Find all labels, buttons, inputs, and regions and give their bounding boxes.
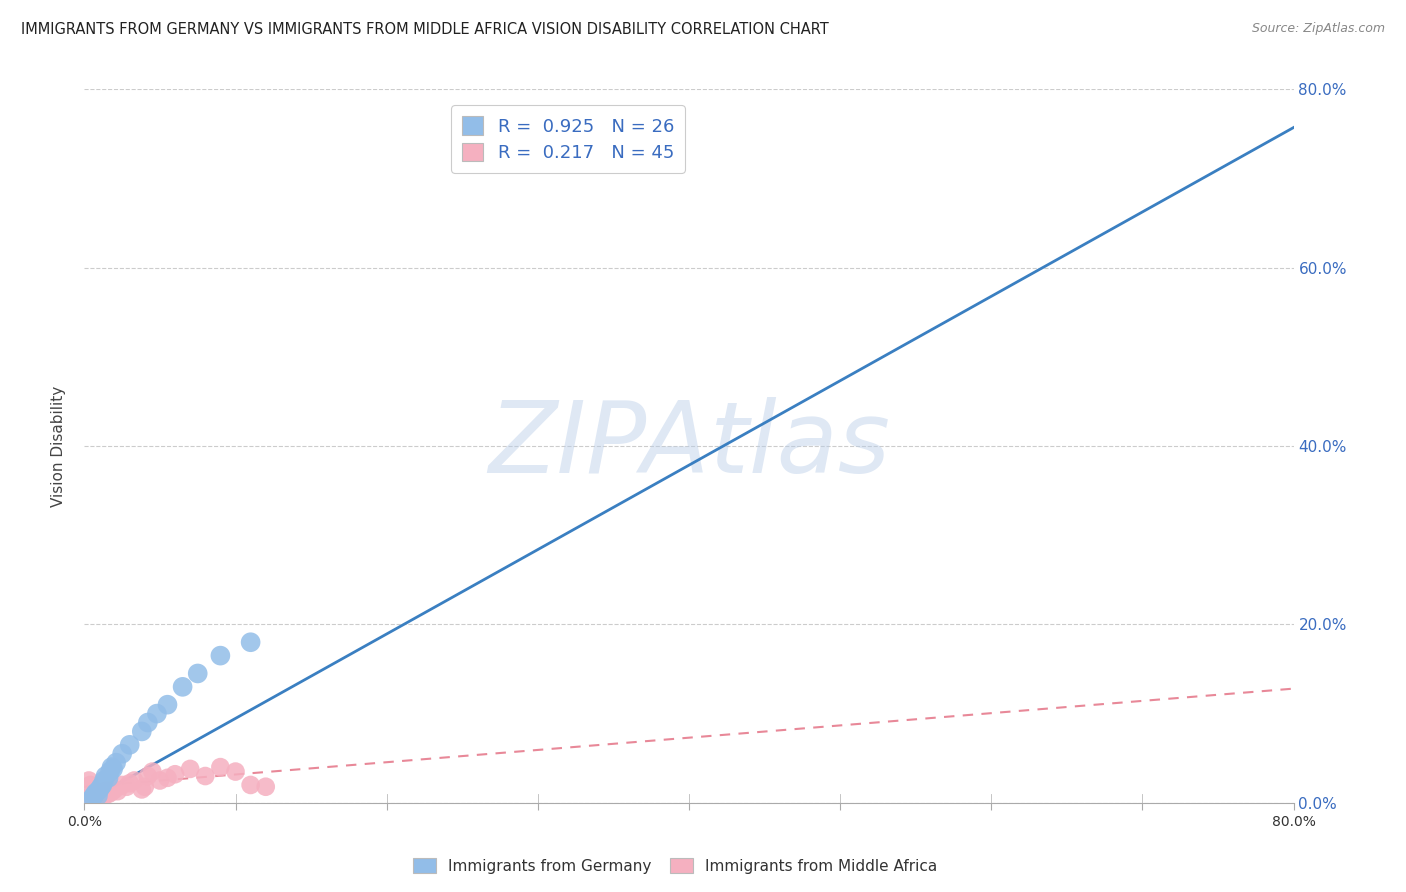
Point <box>84 787 107 801</box>
Point <box>77 790 100 805</box>
Point <box>225 764 247 779</box>
Point <box>91 786 114 800</box>
Point <box>97 771 120 785</box>
Point <box>90 787 112 801</box>
Point <box>165 767 187 781</box>
Point <box>77 773 100 788</box>
Point <box>87 789 110 803</box>
Point <box>105 756 128 770</box>
Point <box>89 782 111 797</box>
Point <box>98 764 121 779</box>
Point <box>239 635 262 649</box>
Point <box>136 769 159 783</box>
Point <box>86 790 108 805</box>
Text: ZIPAtlas: ZIPAtlas <box>488 398 890 494</box>
Point <box>94 788 117 802</box>
Point <box>80 791 103 805</box>
Point <box>187 666 209 681</box>
Point <box>90 780 112 794</box>
Point <box>76 792 98 806</box>
Point <box>84 791 107 805</box>
Point <box>94 769 117 783</box>
Point <box>93 773 115 788</box>
Point <box>89 789 111 804</box>
Point <box>122 773 145 788</box>
Point <box>209 760 232 774</box>
Point <box>239 778 262 792</box>
Point <box>179 762 201 776</box>
Point <box>87 789 110 803</box>
Point <box>194 769 217 783</box>
Point <box>79 778 101 792</box>
Text: Source: ZipAtlas.com: Source: ZipAtlas.com <box>1251 22 1385 36</box>
Point <box>91 778 114 792</box>
Point <box>89 785 111 799</box>
Point <box>136 715 159 730</box>
Point <box>97 787 120 801</box>
Legend: R =  0.925   N = 26, R =  0.217   N = 45: R = 0.925 N = 26, R = 0.217 N = 45 <box>451 105 685 173</box>
Point <box>141 764 163 779</box>
Point <box>156 698 179 712</box>
Point <box>82 789 104 804</box>
Point <box>75 793 97 807</box>
Point <box>86 785 108 799</box>
Point <box>93 784 115 798</box>
Legend: Immigrants from Germany, Immigrants from Middle Africa: Immigrants from Germany, Immigrants from… <box>406 852 943 880</box>
Point <box>100 785 122 799</box>
Point <box>79 789 101 804</box>
Point <box>156 771 179 785</box>
Text: IMMIGRANTS FROM GERMANY VS IMMIGRANTS FROM MIDDLE AFRICA VISION DISABILITY CORRE: IMMIGRANTS FROM GERMANY VS IMMIGRANTS FR… <box>21 22 830 37</box>
Point <box>100 760 122 774</box>
Point <box>96 783 118 797</box>
Point <box>602 153 624 168</box>
Point <box>104 782 127 797</box>
Point <box>107 784 129 798</box>
Point <box>172 680 194 694</box>
Point <box>111 747 134 761</box>
Point <box>84 789 107 804</box>
Point <box>101 762 124 776</box>
Point <box>254 780 277 794</box>
Point <box>79 792 101 806</box>
Point <box>209 648 232 663</box>
Point <box>80 789 103 803</box>
Point <box>82 790 104 805</box>
Point <box>80 791 103 805</box>
Point <box>131 724 153 739</box>
Point <box>86 787 108 801</box>
Point <box>77 791 100 805</box>
Point <box>118 776 141 790</box>
Point <box>82 788 104 802</box>
Point <box>115 780 138 794</box>
Y-axis label: Vision Disability: Vision Disability <box>51 385 66 507</box>
Point <box>131 782 153 797</box>
Point <box>118 738 141 752</box>
Point <box>149 773 172 788</box>
Point <box>134 780 156 794</box>
Point <box>146 706 169 721</box>
Point <box>111 778 134 792</box>
